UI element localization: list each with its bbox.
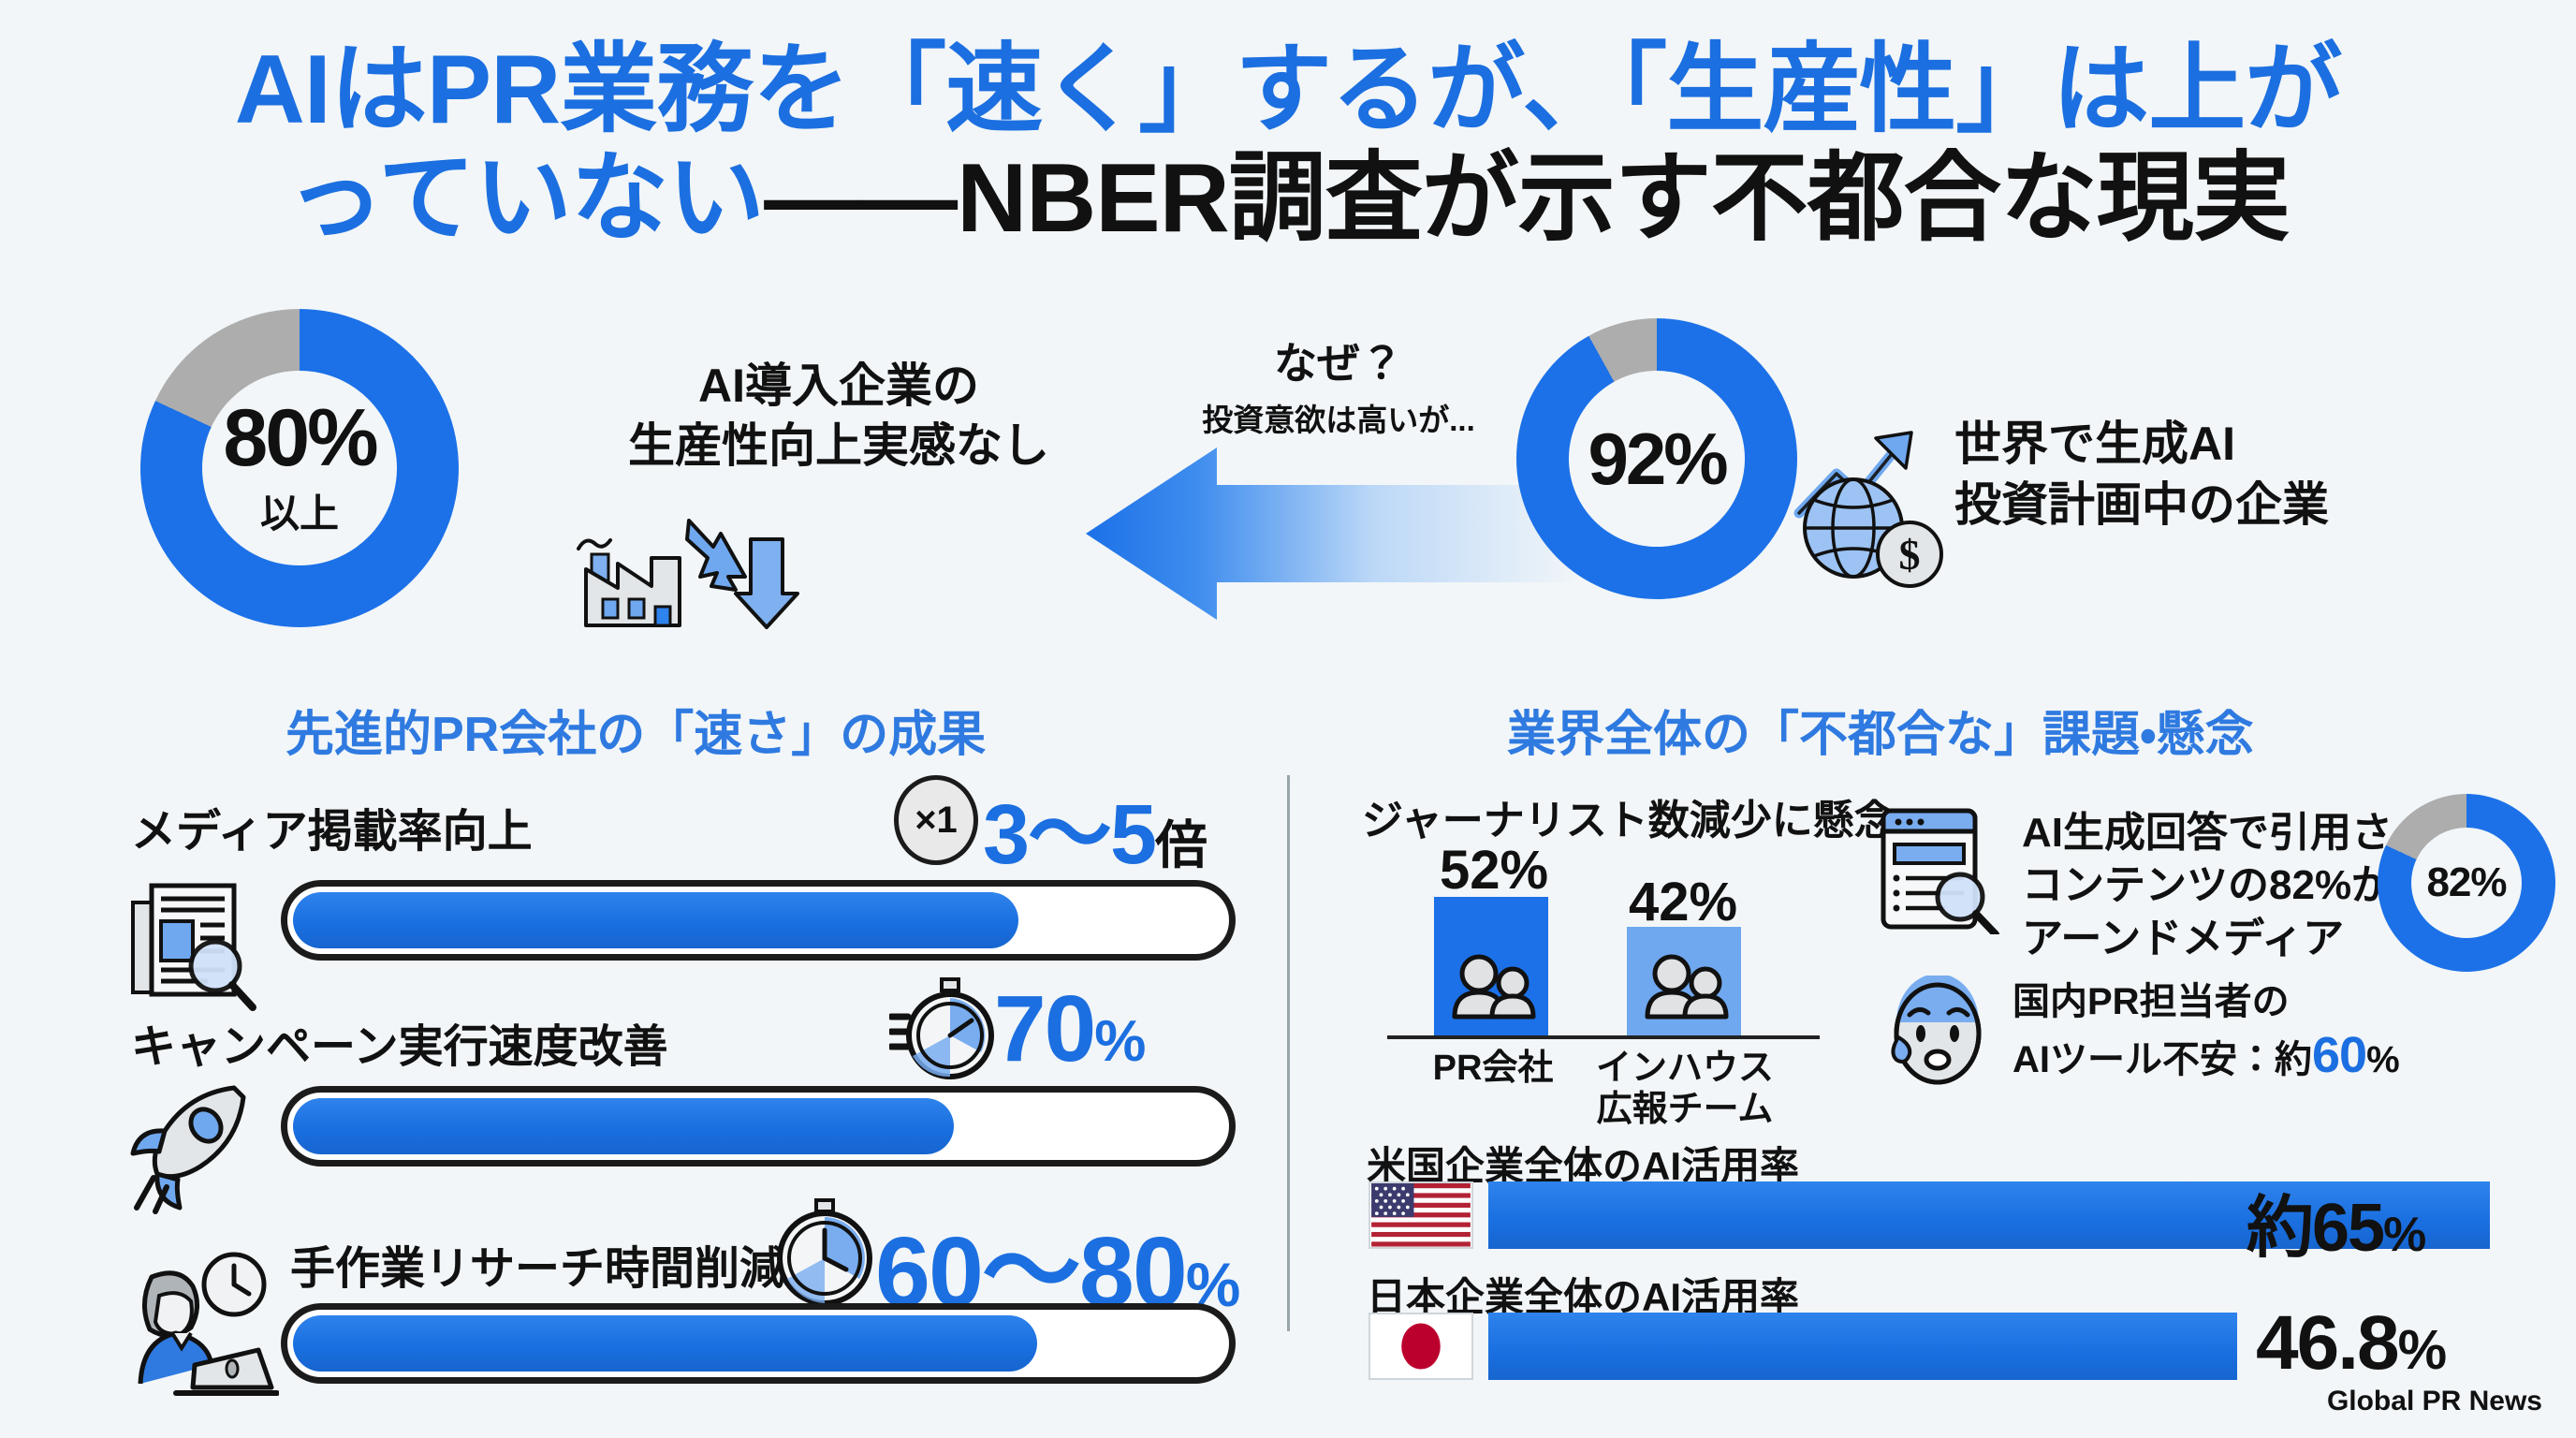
bar-item-0-fill [293,892,1019,948]
country-0-value-unit: % [2383,1207,2426,1261]
donut-chart-82: 82% [2378,794,2555,972]
factory-decline-icon [562,496,824,637]
bar-item-1-label: キャンペーン実行速度改善 [131,1022,668,1072]
country-0-value-number: 65 [2312,1191,2385,1266]
left-arrow-icon [1076,440,1582,627]
why-label-group: なぜ？ 投資意欲は高いが... [1133,330,1544,440]
bar-item-2-track [281,1303,1236,1384]
column-divider [1287,775,1290,1331]
note-0-text: AI生成回答で引用さ コンテンツの82%が アーンドメディア [2022,807,2393,965]
journalist-bar-cat-1-line2: 広報チーム [1596,1089,1774,1129]
title-line1-part-d: 「生産性」 [1618,36,2053,144]
donut-chart-92: 92% [1516,318,1797,599]
journalist-bar-value-0: 52% [1440,840,1549,901]
donut-80-caption-line2: 生産性向上実感なし [628,419,1049,472]
left-column-heading: 先進的PR会社の「速さ」の成果 [285,708,987,762]
country-1-value: 46.8% [2256,1299,2447,1387]
right-column-heading: 業界全体の「不都合な」課題・懸念 [1507,708,2254,762]
country-1-title: 日本企業全体のAI活用率 [1367,1275,1800,1319]
country-1-value-unit: % [2397,1319,2447,1381]
person-laptop-clock-icon [120,1245,280,1404]
title-line1-part-a: AIはPR業務を [234,36,850,144]
journalist-bar-cat-1-line1: インハウス [1595,1049,1774,1088]
journalist-bar-cat-1: インハウス 広報チーム [1582,1049,1788,1130]
globe-growth-dollar-icon: $ [1778,403,1966,590]
clock-icon [768,1196,880,1309]
donut-92-caption-line2: 投資計画中の企業 [1954,478,2329,531]
bar-item-0-label: メディア掲載率向上 [131,807,533,857]
title-line1-part-e: は上が [2052,36,2342,144]
stopwatch-icon [887,974,1002,1086]
bar-item-1-value-number: 70 [994,976,1096,1081]
note-1-line2-unit: % [2366,1038,2400,1080]
donut-80-caption: AI導入企業の 生産性向上実感なし [595,356,1082,476]
donut-92-caption-line1: 世界で生成AI [1954,418,2235,470]
bar-item-0-value-number: 3〜5 [983,788,1157,882]
country-0-bar [1488,1181,2490,1249]
journalist-bar-value-1: 42% [1629,872,1738,932]
journalist-chart-axis [1387,1035,1820,1039]
why-sublabel: 投資意欲は高いが... [1202,403,1475,437]
donut-92-value: 92% [1588,418,1728,500]
rocket-icon [124,1077,264,1217]
bar-item-0-badge-text: ×1 [915,799,958,841]
country-1-bar [1488,1313,2237,1380]
note-1-line2-value: 60 [2312,1026,2367,1083]
worried-face-icon [1883,974,1998,1090]
bar-item-0-badge: ×1 [894,775,978,865]
bar-item-1-track [281,1086,1236,1167]
note-1-line2-prefix: AIツール不安：約 [2012,1038,2312,1080]
brand-footer: Global PR News [2326,1386,2542,1416]
donut-92-caption: 世界で生成AI 投資計画中の企業 [1954,414,2329,536]
us-flag-icon [1368,1181,1473,1249]
document-search-icon [1874,803,2005,938]
note-0-line2: コンテンツの82%が [2022,862,2393,909]
svg-text:$: $ [1899,531,1921,579]
title-line1-part-b: 「速く」 [849,36,1236,144]
country-0-title: 米国企業全体のAI活用率 [1367,1144,1800,1188]
country-1-value-number: 46.8 [2256,1300,2400,1386]
journalist-bar-0 [1434,897,1548,1035]
note-0-line3: アーンドメディア [2022,915,2345,961]
donut-82-value: 82% [2426,859,2507,905]
note-0-line1: AI生成回答で引用さ [2022,810,2393,856]
bar-item-2-label: 手作業リサーチ時間削減 [290,1244,785,1294]
journalist-bar-cat-0: PR会社 [1432,1049,1554,1088]
bar-item-2-fill [293,1315,1038,1372]
donut-80-sub: 以上 [259,491,339,536]
donut-80-value: 80% [223,392,378,483]
why-label: なぜ？ [1274,339,1403,388]
journalist-chart-title: ジャーナリスト数減少に懸念 [1362,798,1895,844]
page-title: AIはPR業務を「速く」するが、「生産性」は上が っていない——NBER調査が示… [0,36,2576,254]
title-line2-part-b: ——NBER調査が示す不都合な現実 [764,144,2291,254]
bar-item-1-fill [293,1098,954,1154]
country-0-value-prefix: 約 [2247,1191,2314,1266]
note-1-text: 国内PR担当者の AIツール不安：約60% [2012,979,2400,1087]
title-line2-part-a: っていない [286,144,765,254]
donut-80-caption-line1: AI導入企業の [698,360,979,412]
newspaper-search-icon [124,871,264,1011]
bar-item-0-track [281,880,1236,961]
title-line1-part-c: するが、 [1235,36,1619,144]
note-1-line1: 国内PR担当者の [2012,981,2290,1022]
journalist-bar-1 [1627,927,1741,1035]
country-0-value: 約65% [2247,1172,2426,1270]
bar-item-0-value-unit: 倍 [1155,815,1208,874]
bar-item-0-value: 3〜5倍 [983,766,1208,888]
jp-flag-icon [1368,1313,1473,1380]
bar-item-1-value: 70% [994,976,1146,1083]
bar-item-1-value-unit: % [1094,1009,1146,1074]
donut-chart-80: 80% 以上 [140,309,459,627]
